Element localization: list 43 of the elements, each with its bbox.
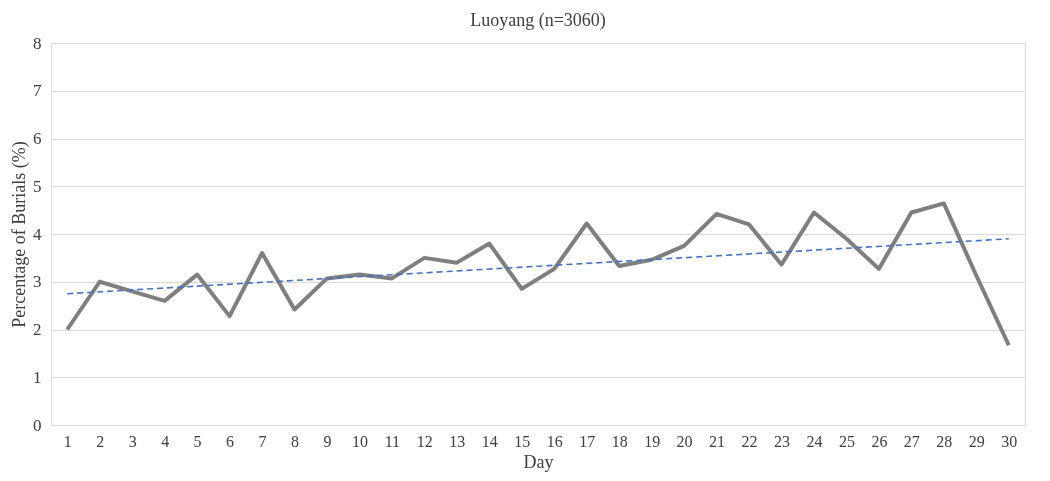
x-tick-label: 14 (481, 432, 498, 450)
x-axis-title: Day (523, 451, 554, 472)
x-tick-label: 1 (63, 432, 72, 450)
x-tick-label: 10 (351, 432, 368, 450)
x-tick-label: 20 (676, 432, 693, 450)
x-tick-label: 25 (838, 432, 855, 450)
x-tick-label: 2 (96, 432, 105, 450)
x-tick-label: 17 (579, 432, 596, 450)
y-tick-label: 7 (33, 81, 42, 101)
x-tick-label: 12 (416, 432, 433, 450)
y-axis-title: Percentage of Burials (%) (9, 141, 30, 328)
x-tick-label: 16 (546, 432, 563, 450)
y-tick-label: 4 (33, 224, 42, 244)
x-tick-label: 18 (611, 432, 628, 450)
line-series (65, 201, 1011, 348)
x-tick-label: 11 (384, 432, 401, 450)
y-tick-label: 1 (33, 367, 42, 387)
x-tick-label: 27 (903, 432, 920, 450)
y-tick-label: 8 (33, 33, 42, 53)
x-tick-label: 13 (449, 432, 466, 450)
x-tick-label: 15 (514, 432, 531, 450)
x-tick-label: 3 (128, 432, 137, 450)
x-tick-label: 7 (258, 432, 267, 450)
x-tick-label: 22 (741, 432, 758, 450)
x-tick-label: 21 (709, 432, 726, 450)
y-tick-label: 6 (33, 129, 42, 148)
x-tick-label: 30 (1001, 432, 1018, 450)
x-tick-label: 28 (936, 432, 953, 450)
x-tick-label: 26 (871, 432, 888, 450)
chart-title: Luoyang (n=3060) (470, 10, 606, 31)
y-tick-label: 5 (33, 176, 42, 196)
x-tick-label: 8 (291, 432, 299, 450)
x-tick-label: 6 (226, 432, 235, 450)
x-tick-label: 23 (774, 432, 790, 450)
x-tick-label: 19 (644, 432, 661, 450)
x-tick-label: 24 (806, 432, 823, 450)
y-tick-label: 3 (33, 272, 42, 292)
x-tick-label: 9 (323, 432, 332, 450)
y-tick-label: 2 (33, 320, 42, 339)
x-tick-label: 29 (968, 432, 985, 450)
x-tick-label: 5 (193, 432, 202, 450)
x-tick-label: 4 (161, 432, 170, 450)
y-tick-label: 0 (33, 415, 42, 435)
